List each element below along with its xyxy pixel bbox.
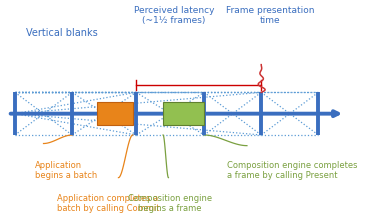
FancyBboxPatch shape <box>163 102 204 125</box>
Text: Application completes a
batch by calling Commit: Application completes a batch by calling… <box>56 194 159 213</box>
Text: Application
begins a batch: Application begins a batch <box>35 161 97 180</box>
Text: Frame presentation
time: Frame presentation time <box>226 6 314 26</box>
FancyBboxPatch shape <box>97 102 133 125</box>
Text: Composition engine
begins a frame: Composition engine begins a frame <box>128 194 212 213</box>
Text: Vertical blanks: Vertical blanks <box>26 28 98 38</box>
Text: Composition engine completes
a frame by calling Present: Composition engine completes a frame by … <box>227 161 358 180</box>
Text: Perceived latency
(~1½ frames): Perceived latency (~1½ frames) <box>133 6 214 26</box>
